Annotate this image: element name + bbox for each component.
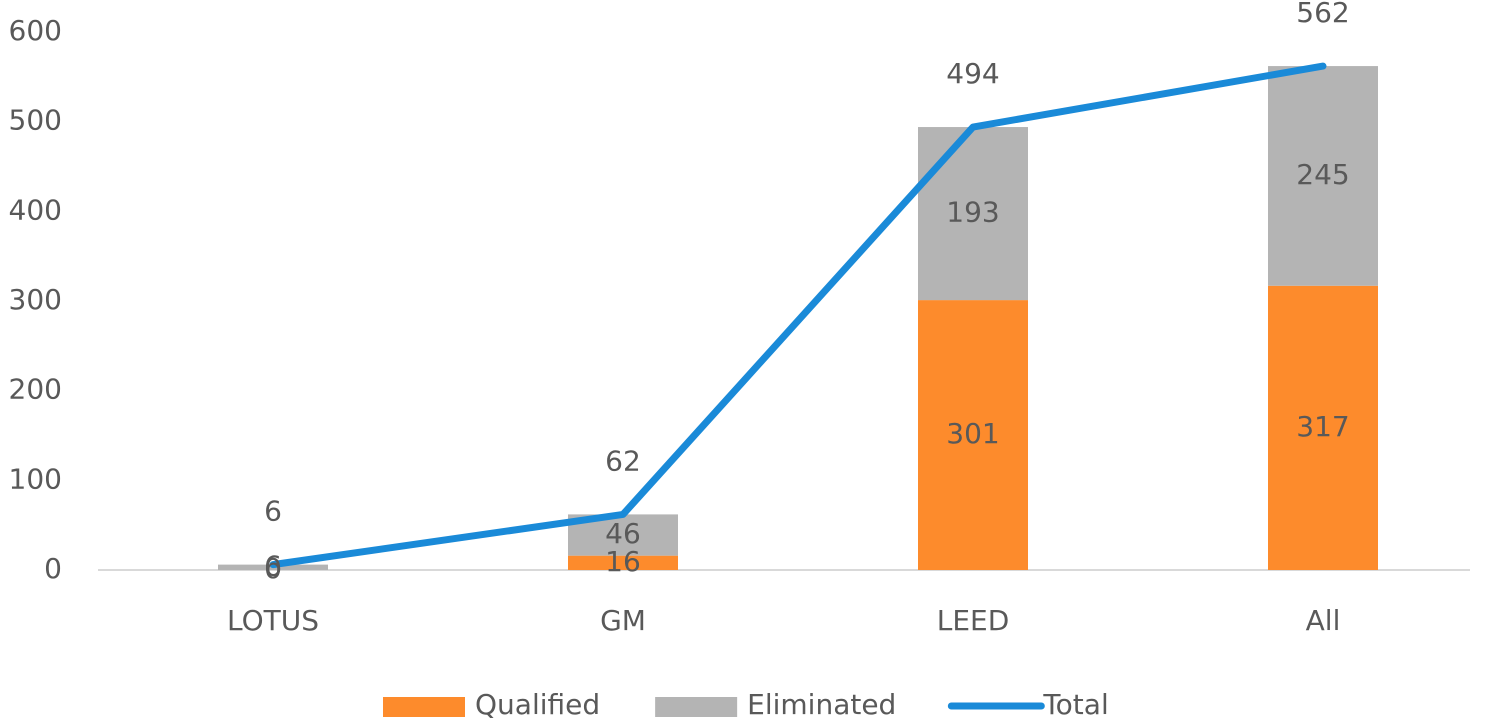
y-tick-label: 400 bbox=[9, 193, 62, 226]
y-tick-label: 300 bbox=[9, 283, 62, 316]
legend-label: Total bbox=[1042, 688, 1108, 721]
data-label: 494 bbox=[946, 57, 999, 90]
data-label: 6 bbox=[264, 495, 282, 528]
bar-segment bbox=[1268, 66, 1378, 286]
bar-segment bbox=[918, 300, 1028, 570]
bar-segment bbox=[568, 555, 678, 570]
x-tick-label: GM bbox=[600, 604, 646, 637]
line bbox=[269, 62, 1327, 569]
data-label: 245 bbox=[1296, 158, 1349, 191]
x-tick-label: LOTUS bbox=[227, 604, 319, 637]
y-tick-label: 0 bbox=[44, 552, 62, 585]
data-label: 193 bbox=[946, 196, 999, 229]
data-label: 301 bbox=[946, 417, 999, 450]
data-label: 62 bbox=[605, 444, 641, 477]
data-label: 0 bbox=[264, 552, 282, 585]
x-tick-label: LEED bbox=[937, 604, 1010, 637]
y-tick-label: 500 bbox=[9, 104, 62, 137]
data-label: 16 bbox=[605, 545, 641, 578]
legend-swatch bbox=[655, 697, 738, 717]
legend-swatch bbox=[383, 697, 465, 717]
bar-segment bbox=[1268, 285, 1378, 570]
data-label: 6 bbox=[264, 549, 282, 582]
bar-segment bbox=[918, 127, 1028, 301]
y-tick-label: 600 bbox=[9, 14, 62, 47]
legend-label: Eliminated bbox=[747, 688, 896, 721]
data-label: 317 bbox=[1296, 410, 1349, 443]
legend-label: Qualified bbox=[475, 688, 600, 721]
x-tick-label: All bbox=[1306, 604, 1341, 637]
y-tick-label: 100 bbox=[9, 462, 62, 495]
data-label: 562 bbox=[1296, 0, 1349, 29]
data-label: 46 bbox=[605, 517, 641, 550]
y-tick-label: 200 bbox=[9, 373, 62, 406]
